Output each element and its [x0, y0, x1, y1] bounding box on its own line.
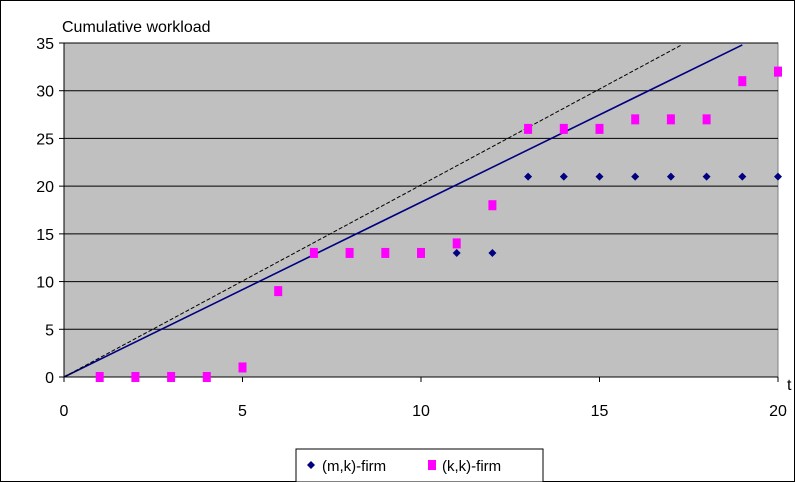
- k-k-firm-point: [631, 114, 640, 125]
- m-k-firm-point: [702, 172, 711, 181]
- k-k-firm-point: [559, 123, 568, 134]
- k-k-firm-point: [381, 247, 390, 258]
- k-k-firm-point: [452, 238, 461, 249]
- reference-lines: [63, 44, 743, 378]
- plot-area: [63, 42, 779, 378]
- k-k-firm-point: [702, 114, 711, 125]
- m-k-firm-point: [666, 172, 675, 181]
- k-k-firm-point: [202, 372, 211, 382]
- k-k-firm-point: [774, 66, 782, 77]
- y-tick-label: 25: [36, 131, 54, 148]
- k-k-firm-point: [738, 76, 747, 87]
- dashed-reference-line: [63, 44, 682, 378]
- m-k-firm-point: [452, 248, 461, 257]
- k-k-firm-point: [345, 247, 354, 258]
- m-k-firm-point: [631, 172, 640, 181]
- legend-k-k-firm-label: (k,k)-firm: [442, 458, 501, 475]
- y-tick-labels: 0 5 10 15 20 25 30 35: [36, 36, 54, 387]
- x-tick-label: 15: [591, 403, 609, 420]
- y-tick-label: 30: [36, 84, 54, 101]
- m-k-firm-point: [559, 172, 568, 181]
- y-tick-label: 5: [45, 322, 54, 339]
- axes: [63, 43, 778, 378]
- k-k-firm-point: [524, 123, 533, 134]
- k-k-firm-point: [488, 200, 497, 211]
- x-tick-label: 5: [238, 403, 247, 420]
- y-tick-label: 15: [36, 227, 54, 244]
- x-tick-label: 0: [60, 403, 69, 420]
- k-k-firm-point: [274, 286, 283, 297]
- legend-k-k-firm-marker: [428, 460, 436, 470]
- m-k-firm-point: [774, 172, 782, 181]
- k-k-firm-point: [666, 114, 675, 125]
- k-k-firm-point: [309, 247, 318, 258]
- k-k-firm-point: [131, 372, 140, 382]
- m-k-firm-point: [595, 172, 604, 181]
- x-axis-label: t: [787, 377, 792, 394]
- x-tick-labels: 0 5 10 15 20: [60, 403, 787, 420]
- k-k-firm-point: [167, 372, 176, 382]
- legend: (m,k)-firm (k,k)-firm: [295, 448, 544, 482]
- x-tick-label: 10: [412, 403, 430, 420]
- y-tick-label: 20: [36, 179, 54, 196]
- m-k-firm-point: [488, 248, 497, 257]
- y-tick-label: 35: [36, 36, 54, 53]
- legend-box: [295, 448, 544, 482]
- legend-m-k-firm-label: (m,k)-firm: [322, 458, 386, 475]
- m-k-firm-point: [738, 172, 747, 181]
- k-k-firm-point: [238, 362, 247, 373]
- k-k-firm-point: [417, 247, 425, 258]
- solid-reference-line: [63, 44, 743, 378]
- y-tick-label: 10: [36, 275, 54, 292]
- k-k-firm-point: [595, 123, 604, 134]
- k-k-firm-point: [95, 372, 104, 382]
- m-k-firm-point: [524, 172, 533, 181]
- legend-m-k-firm-marker: [307, 461, 315, 469]
- x-tick-label: 20: [769, 403, 787, 420]
- chart-title: Cumulative workload: [62, 19, 211, 36]
- y-tick-label: 0: [45, 370, 54, 387]
- gridlines: [59, 42, 779, 382]
- data-points: [95, 66, 782, 382]
